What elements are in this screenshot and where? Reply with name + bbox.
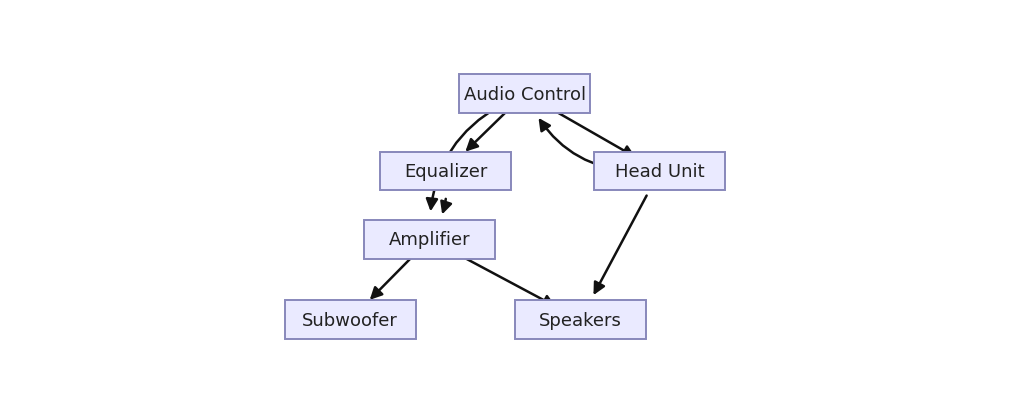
FancyBboxPatch shape: [594, 152, 725, 191]
FancyArrowPatch shape: [372, 259, 410, 298]
Text: Amplifier: Amplifier: [389, 231, 470, 249]
Text: Head Unit: Head Unit: [614, 163, 705, 180]
FancyBboxPatch shape: [460, 75, 590, 114]
FancyArrowPatch shape: [454, 253, 553, 306]
FancyArrowPatch shape: [427, 106, 500, 209]
FancyArrowPatch shape: [467, 114, 505, 150]
FancyArrowPatch shape: [540, 121, 632, 172]
Text: Audio Control: Audio Control: [464, 85, 586, 103]
FancyArrowPatch shape: [549, 108, 633, 156]
Text: Subwoofer: Subwoofer: [302, 311, 398, 329]
Text: Equalizer: Equalizer: [403, 163, 487, 180]
Text: Speakers: Speakers: [539, 311, 622, 329]
FancyArrowPatch shape: [441, 199, 451, 212]
FancyBboxPatch shape: [515, 300, 646, 339]
FancyBboxPatch shape: [380, 152, 511, 191]
FancyBboxPatch shape: [365, 220, 495, 259]
FancyBboxPatch shape: [285, 300, 416, 339]
FancyArrowPatch shape: [595, 196, 646, 293]
